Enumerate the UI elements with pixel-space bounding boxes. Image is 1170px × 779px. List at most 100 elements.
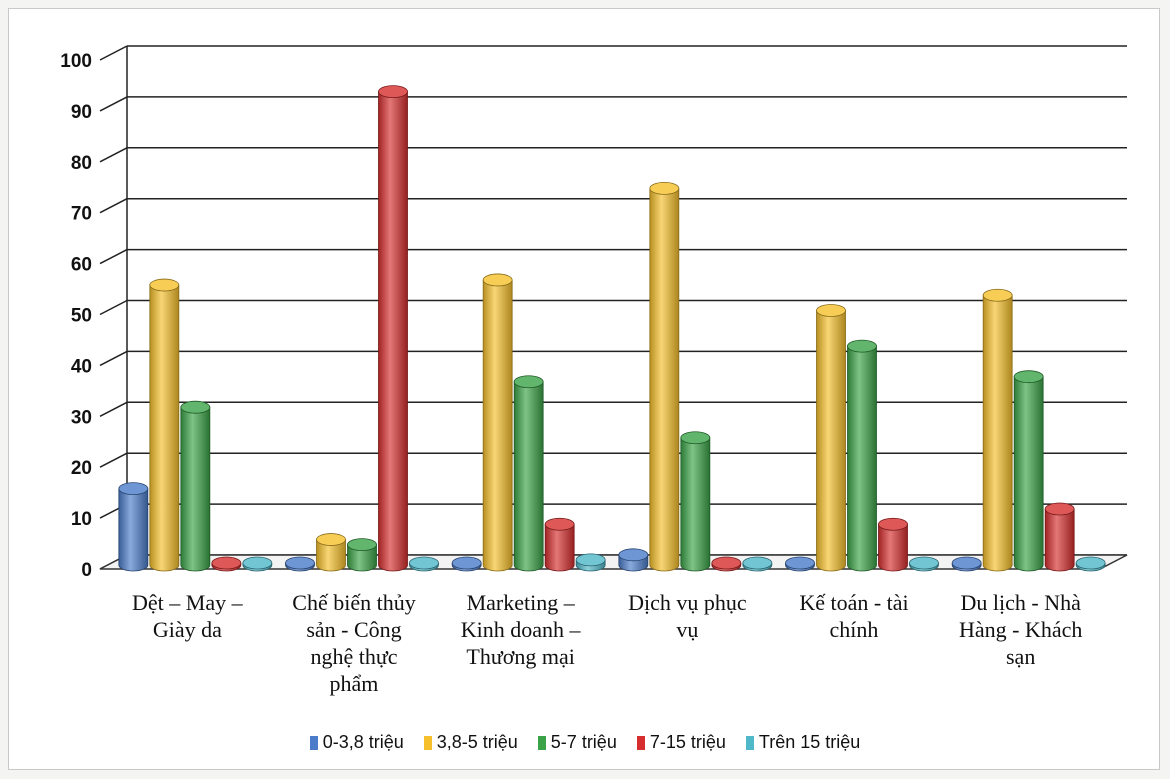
bar-top [982,288,1013,302]
bar-top [378,85,408,99]
bar-top [513,375,544,389]
bar-top [409,556,439,570]
y-tick-label: 80 [71,153,92,174]
bar-5-0 [951,556,982,572]
bar-top [118,482,149,496]
bar-top [347,538,377,552]
bar-3-4 [742,556,773,572]
bar-top [618,548,649,562]
bar-top [285,556,315,570]
bar-body [118,488,149,572]
grid-line-diagonal [99,96,128,112]
grid-line-diagonal [99,350,128,367]
y-tick-label: 10 [71,509,92,530]
x-category-label: Kế toán - tài chính [799,590,908,642]
bar-3-2 [680,431,711,572]
y-tick-label: 20 [71,458,92,479]
bar-top [742,556,773,570]
bar-top [482,273,513,287]
bar-0-1 [149,278,180,572]
grid-line-diagonal [99,452,128,468]
legend-label: 5-7 triệu [550,732,617,752]
bar-top [1013,370,1044,384]
bar-body [816,310,846,572]
bar-2-3 [544,517,575,572]
legend-swatch [745,735,754,750]
bar-body [544,523,575,572]
legend-swatch [537,735,546,750]
y-tick-label: 0 [81,560,92,581]
bar-1-2 [347,538,377,572]
bar-body [982,294,1013,572]
bar-top [816,304,846,317]
y-tick-label: 50 [71,306,92,327]
bar-5-2 [1013,370,1044,572]
y-tick-label: 90 [71,102,92,123]
x-category-label: Dịch vụ phục vụ [628,590,747,642]
bar-1-3 [378,85,408,572]
bar-body [347,544,377,572]
bar-body [378,91,408,572]
legend-swatch [423,735,432,750]
bar-top [711,556,742,570]
bar-top [909,556,939,570]
bar-3-1 [649,181,680,572]
bar-4-4 [909,556,939,572]
bar-top [680,431,711,445]
bar-3-3 [711,556,742,572]
grid-line-diagonal [99,147,128,163]
legend-item: 5-7 triệu [537,732,617,753]
legend-swatch [309,735,318,750]
bar-top [951,556,982,570]
bar-2-2 [513,375,544,572]
bar-top [544,517,575,531]
bar-top [149,278,180,292]
bar-0-0 [118,482,149,572]
bar-body [1044,508,1075,572]
chart-frame [8,8,1160,770]
legend-item: Trên 15 triệu [745,732,860,753]
bar-body [149,284,180,572]
bar-top [785,556,815,570]
chart-legend: 0-3,8 triệu 3,8-5 triệu 5-7 triệu 7-15 triệ… [0,732,1170,753]
grid-lines [99,45,1127,570]
bar-4-0 [785,556,815,572]
legend-label: 7-15 triệu [649,732,726,752]
bar-top [878,517,908,531]
bar-body [482,279,513,572]
x-category-label: Dệt – May – Giày da [132,590,244,642]
bar-4-2 [847,339,877,572]
bar-body [1013,376,1044,572]
bar-body [680,437,711,572]
grid-line-diagonal [99,198,128,214]
bar-1-0 [285,556,315,572]
bar-5-1 [982,288,1013,572]
grid-line-diagonal [99,45,128,61]
y-tick-label: 100 [60,51,92,72]
bar-1-4 [409,556,439,572]
bar-body [878,523,908,572]
y-tick-label: 30 [71,407,92,428]
bar-top [1044,502,1075,516]
bar-top [847,339,877,353]
bar-5-4 [1075,556,1106,572]
bar-body [180,406,211,572]
legend-swatch [636,735,645,750]
bar-body [513,381,544,572]
bar-top [451,556,482,570]
bar-0-2 [180,400,211,572]
bar-body [316,539,346,572]
grid-line-diagonal [99,299,128,316]
legend-item: 7-15 triệu [636,732,726,753]
bar-top [1075,556,1106,570]
bar-top [180,400,211,414]
bar-3-0 [618,548,649,572]
bar-0-3 [211,556,242,572]
x-category-label: Chế biến thủy sản - Công nghệ thực phẩm [292,590,415,696]
bar-top [649,181,680,195]
legend-item: 3,8-5 triệu [423,732,518,753]
bar-0-4 [242,556,273,572]
bar-body [649,187,680,572]
y-tick-label: 60 [71,255,92,276]
